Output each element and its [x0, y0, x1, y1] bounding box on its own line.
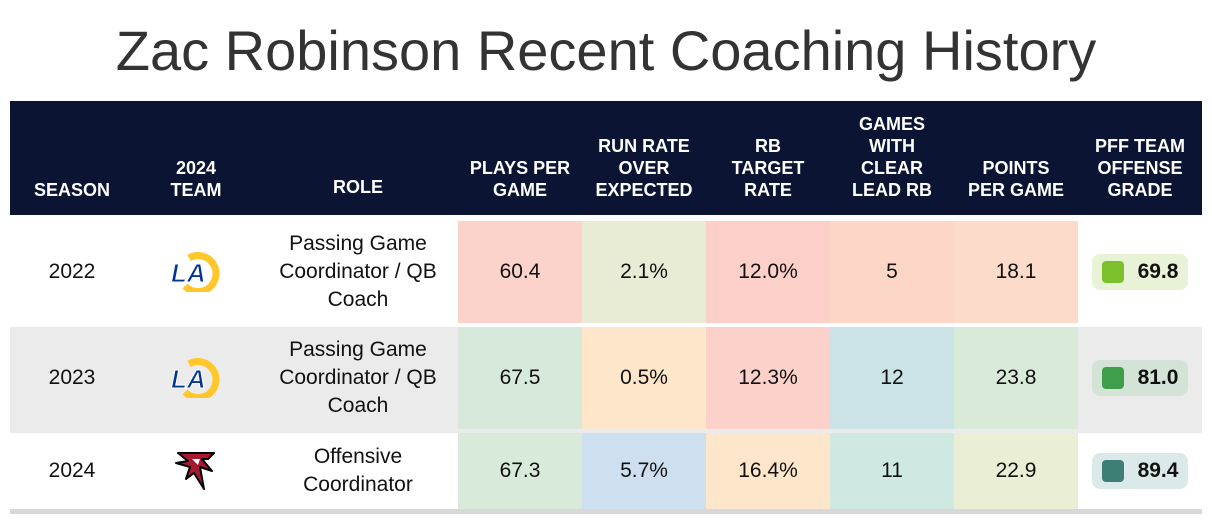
falcons-logo-icon — [172, 449, 220, 493]
roe-cell: 0.5% — [582, 327, 706, 429]
header-season: SEASON — [10, 101, 134, 215]
table-header: SEASON 2024 TEAM ROLE PLAYS PER GAME RUN R… — [10, 101, 1202, 215]
header-games-lead-label: GAMES WITH CLEAR LEAD RB — [852, 114, 932, 200]
table-row: 2023 LA Passing Game Coordinator / QB Co… — [10, 327, 1202, 433]
header-roe-label: RUN RATE OVER EXPECTED — [595, 136, 693, 200]
rams-logo-icon: LA — [169, 358, 223, 398]
pff-cell: 81.0 — [1078, 327, 1202, 429]
rams-logo-icon: LA — [169, 252, 223, 292]
header-role: ROLE — [258, 101, 458, 215]
header-pff: PFF TEAM OFFENSE GRADE — [1078, 101, 1202, 215]
pff-cell: 69.8 — [1078, 221, 1202, 323]
team-cell: LA — [134, 221, 258, 323]
header-plays-label: PLAYS PER GAME — [469, 158, 571, 200]
header-ppg-label: POINTS PER GAME — [967, 158, 1064, 200]
header-pff-label: PFF TEAM OFFENSE GRADE — [1095, 136, 1185, 200]
rb-target-cell: 16.4% — [706, 433, 830, 509]
grade-color-square — [1101, 460, 1124, 482]
coaching-history-table: SEASON 2024 TEAM ROLE PLAYS PER GAME RUN R… — [10, 101, 1202, 514]
header-rb-target-label: RB TARGET RATE — [731, 136, 805, 200]
role-cell: Passing Game Coordinator / QB Coach — [279, 338, 437, 417]
header-roe: RUN RATE OVER EXPECTED — [582, 101, 706, 215]
header-games-lead: GAMES WITH CLEAR LEAD RB — [830, 101, 954, 215]
pff-grade-badge: 89.4 — [1091, 453, 1189, 489]
team-cell — [134, 433, 258, 509]
roe-cell: 5.7% — [582, 433, 706, 509]
grade-color-square — [1101, 261, 1124, 283]
header-ppg: POINTS PER GAME — [954, 101, 1078, 215]
pff-grade-value: 81.0 — [1137, 366, 1179, 389]
season-cell: 2024 — [48, 459, 96, 482]
page-title: Zac Robinson Recent Coaching History — [115, 19, 1097, 82]
role-cell: Passing Game Coordinator / QB Coach — [279, 232, 437, 311]
season-cell: 2022 — [48, 260, 96, 283]
pff-grade-badge: 81.0 — [1091, 360, 1189, 396]
header-role-label: ROLE — [332, 177, 383, 197]
header-plays: PLAYS PER GAME — [458, 101, 582, 215]
pff-grade-badge: 69.8 — [1091, 254, 1189, 290]
header-team: 2024 TEAM — [134, 101, 258, 215]
games-lead-cell: 11 — [830, 433, 954, 509]
header-season-label: SEASON — [33, 180, 111, 200]
pff-cell: 89.4 — [1078, 433, 1202, 509]
ppg-cell: 23.8 — [954, 327, 1078, 429]
games-lead-cell: 5 — [830, 221, 954, 323]
header-rb-target: RB TARGET RATE — [706, 101, 830, 215]
ppg-cell: 18.1 — [954, 221, 1078, 323]
rb-target-cell: 12.3% — [706, 327, 830, 429]
ppg-cell: 22.9 — [954, 433, 1078, 509]
role-cell: Offensive Coordinator — [303, 445, 413, 496]
table-row: 2024 Offensive Coordinator 67.3 5.7% 16.… — [10, 433, 1202, 514]
plays-cell: 60.4 — [458, 221, 582, 323]
pff-grade-value: 69.8 — [1137, 260, 1179, 283]
grade-color-square — [1101, 367, 1124, 389]
pff-grade-value: 89.4 — [1137, 459, 1179, 482]
roe-cell: 2.1% — [582, 221, 706, 323]
header-team-label: 2024 TEAM — [170, 158, 222, 200]
plays-cell: 67.3 — [458, 433, 582, 509]
plays-cell: 67.5 — [458, 327, 582, 429]
games-lead-cell: 12 — [830, 327, 954, 429]
svg-text:LA: LA — [171, 364, 206, 394]
team-cell: LA — [134, 327, 258, 429]
table-row: 2022 LA Passing Game Coordinator / QB Co… — [10, 215, 1202, 327]
svg-text:LA: LA — [171, 258, 206, 288]
season-cell: 2023 — [48, 366, 96, 389]
rb-target-cell: 12.0% — [706, 221, 830, 323]
